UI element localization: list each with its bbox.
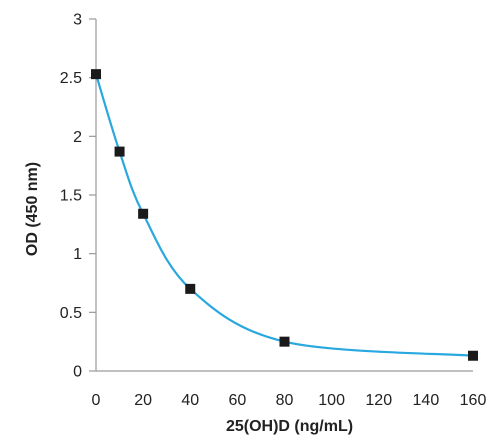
data-point-marker — [185, 283, 196, 294]
y-axis-title: OD (450 nm) — [24, 162, 41, 256]
y-tick-label: 3 — [73, 12, 82, 29]
data-point-marker — [468, 350, 478, 361]
x-axis: 0 20 40 60 80 100 120 140 160 — [92, 370, 487, 409]
y-axis: 0 0.5 1 1.5 2 2.5 3 — [60, 12, 97, 381]
y-tick-label: 1 — [73, 246, 82, 263]
data-point-marker — [138, 208, 149, 219]
x-tick-label: 40 — [181, 392, 199, 409]
data-point-marker — [91, 69, 101, 80]
x-tick-label: 80 — [276, 392, 294, 409]
series-layer — [91, 69, 478, 361]
x-tick-label: 0 — [92, 392, 101, 409]
y-tick-label: 1.5 — [60, 188, 82, 205]
y-tick-label: 2.5 — [60, 70, 82, 87]
y-tick-label: 0.5 — [60, 305, 82, 322]
x-axis-title: 25(OH)D (ng/mL) — [226, 418, 353, 435]
x-tick-label: 160 — [460, 392, 487, 409]
x-tick-label: 20 — [134, 392, 152, 409]
x-tick-label: 140 — [413, 392, 440, 409]
x-tick-label: 60 — [228, 392, 246, 409]
data-point-marker — [114, 146, 125, 157]
y-tick-label: 0 — [73, 364, 82, 381]
x-tick-label: 120 — [365, 392, 392, 409]
x-tick-label: 100 — [318, 392, 345, 409]
series-line — [94, 73, 475, 357]
data-point-marker — [279, 336, 290, 347]
y-tick-label: 2 — [73, 129, 82, 146]
